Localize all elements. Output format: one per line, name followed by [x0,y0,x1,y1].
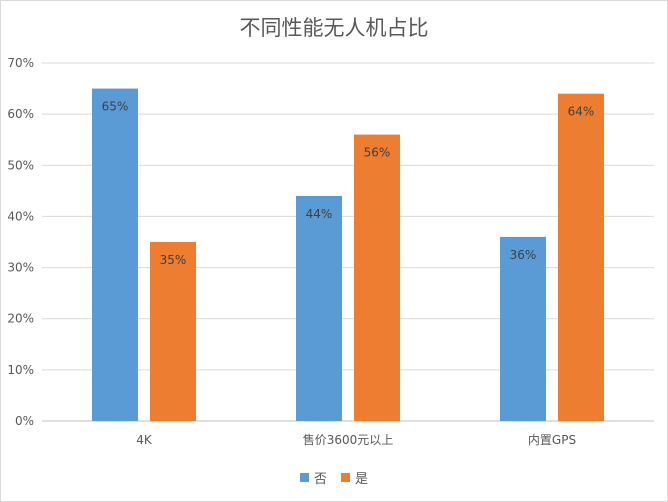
y-tick-label-70: 70% [7,56,34,70]
bar-0-1 [296,195,342,421]
legend-swatch-series-0 [299,473,309,482]
y-tick-label-20: 20% [7,312,34,326]
data-label-0-1: 44% [306,207,333,221]
legend-label-series-1: 是 [355,472,369,487]
chart-title: 不同性能无人机占比 [239,16,429,40]
x-tick-label-2: 内置GPS [528,433,576,447]
y-tick-label-0: 0% [15,414,34,428]
data-label-0-0: 65% [102,100,129,114]
legend-label-series-0: 否 [313,472,327,487]
y-tick-label-50: 50% [7,158,34,172]
bar-1-1 [354,134,400,421]
legend-item-series-1: 是 [341,468,368,487]
data-label-1-2: 64% [568,105,595,119]
legend-item-series-0: 否 [299,468,327,487]
x-tick-label-1: 售价3600元以上 [303,432,394,447]
legend: 否 是 [0,468,668,487]
y-tick-label-60: 60% [7,107,34,121]
data-label-1-0: 35% [160,253,187,267]
legend-swatch-series-1 [341,473,350,482]
y-tick-label-10: 10% [7,363,34,377]
bar-0-2 [500,236,546,421]
x-tick-label-0: 4K [136,433,153,447]
y-tick-label-40: 40% [7,209,34,223]
bar-1-2 [558,93,604,421]
bar-0-0 [92,88,138,422]
y-tick-label-30: 30% [7,261,34,275]
data-label-1-1: 56% [364,146,391,160]
data-label-0-2: 36% [510,248,537,262]
bar-1-0 [150,242,196,421]
